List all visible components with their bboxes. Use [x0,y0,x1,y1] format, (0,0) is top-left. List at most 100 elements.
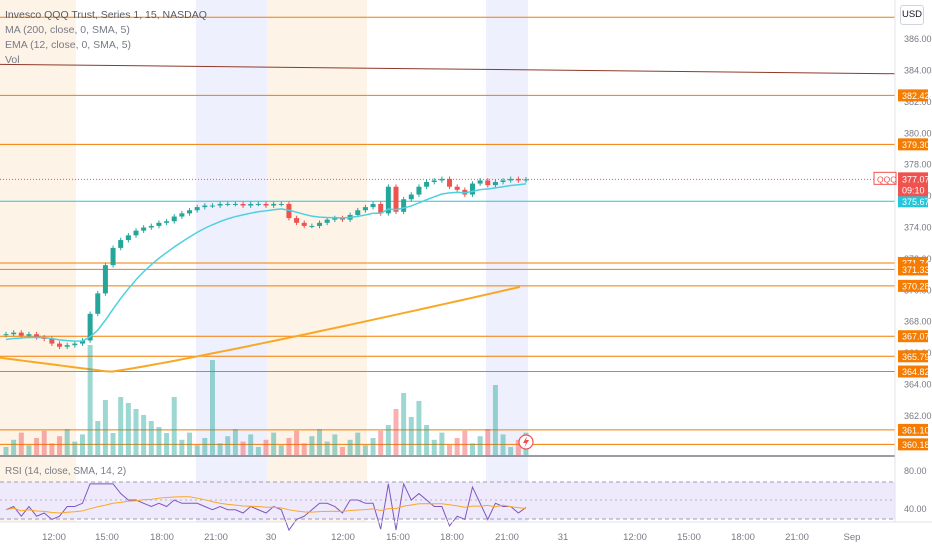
candle-body [301,222,307,226]
lightning-icon[interactable] [518,434,534,450]
candle-body [225,203,231,205]
volume-bar [500,434,506,455]
price-tick-label: 382.00 [904,97,932,107]
volume-bar [347,439,353,455]
time-tick-label: 15:00 [95,532,119,543]
level-price-tag [898,279,928,292]
volume-bar [102,400,108,455]
candle-body [317,222,323,226]
candle-body [416,186,422,195]
level-price-tag [898,330,928,343]
volume-bar [79,434,85,455]
volume-bar [248,434,254,455]
candle-body [324,219,330,223]
volume-bar [385,425,391,455]
volume-bar [317,429,323,455]
candle-body [133,230,139,236]
volume-bar [87,345,93,455]
legend-rsi[interactable]: RSI (14, close, SMA, 14, 2) [5,466,127,477]
candle-body [278,203,284,205]
volume-bar [171,397,177,455]
volume-bar [271,432,277,455]
time-tick-label: 21:00 [204,532,228,543]
candle-body [164,221,170,223]
volume-bar [118,397,124,455]
legend-symbol-title[interactable]: Invesco QQQ Trust, Series 1, 15, NASDAQ [5,9,207,21]
volume-bar [301,443,307,455]
time-tick-label: 30 [266,532,277,543]
candle-body [477,180,483,184]
candle-body [294,218,300,223]
candle-body [72,343,78,346]
trend-line [0,63,896,75]
volume-bar [64,429,70,455]
volume-bar [240,441,246,455]
candle-body [3,334,9,336]
candle-body [125,235,131,241]
candle-body [26,334,32,336]
level-price-tag [898,138,928,151]
volume-bar [515,439,521,455]
volume-bar [133,409,139,455]
volume-bar [148,421,154,455]
candle-body [194,207,200,211]
price-tick-label: 362.00 [904,411,932,421]
candle-body [424,182,430,187]
level-price-tag [898,263,928,276]
candle-body [49,338,55,344]
volume-bar [26,445,32,455]
candle-body [232,203,238,205]
ticker-price: 377.07 [902,174,930,184]
volume-bar [454,438,460,455]
candle-body [57,343,63,347]
candle-body [64,345,70,347]
candle-body [141,227,147,231]
candle-body [255,203,261,205]
rsi-line [5,482,527,532]
ma200-line [0,285,521,373]
candle-body [370,203,376,208]
volume-bar [408,417,414,455]
candle-body [179,213,185,217]
time-tick-label: 12:00 [42,532,66,543]
candle-body [156,222,162,226]
candle-body [171,216,177,222]
time-tick-label: 31 [558,532,569,543]
volume-bar [225,436,231,455]
candle-body [378,203,384,214]
volume-bar [286,438,292,455]
volume-bar [3,447,9,455]
volume-bar [477,436,483,455]
volume-bar [57,436,63,455]
candle-body [492,182,498,186]
time-tick-label: 15:00 [677,532,701,543]
level-price-tag [898,89,928,102]
cyan-price-tag-label: 375.67 [902,197,930,207]
candle-body [401,199,407,212]
volume-bar [447,445,453,455]
time-tick-label: 12:00 [331,532,355,543]
legend-ma200[interactable]: MA (200, close, 0, SMA, 5) [5,24,130,36]
volume-bar [462,430,468,455]
volume-bar [309,436,315,455]
candle-body [102,265,108,294]
volume-bar [324,441,330,455]
candle-body [523,179,529,181]
volume-bar [202,438,208,455]
volume-bar [11,439,17,455]
volume-bar [187,432,193,455]
legend-volume[interactable]: Vol [5,54,20,66]
level-price-tag-label: 364.82 [902,367,930,377]
legend-ema12[interactable]: EMA (12, close, 0, SMA, 5) [5,39,132,51]
volume-bar [439,432,445,455]
volume-bar [362,445,368,455]
candle-body [110,247,116,266]
candle-body [485,180,491,186]
currency-button[interactable]: USD [900,5,924,25]
volume-bar [18,432,24,455]
candle-body [469,183,475,195]
volume-bar [370,438,376,455]
rsi-ma-line [5,496,527,514]
candle-body [263,203,269,206]
